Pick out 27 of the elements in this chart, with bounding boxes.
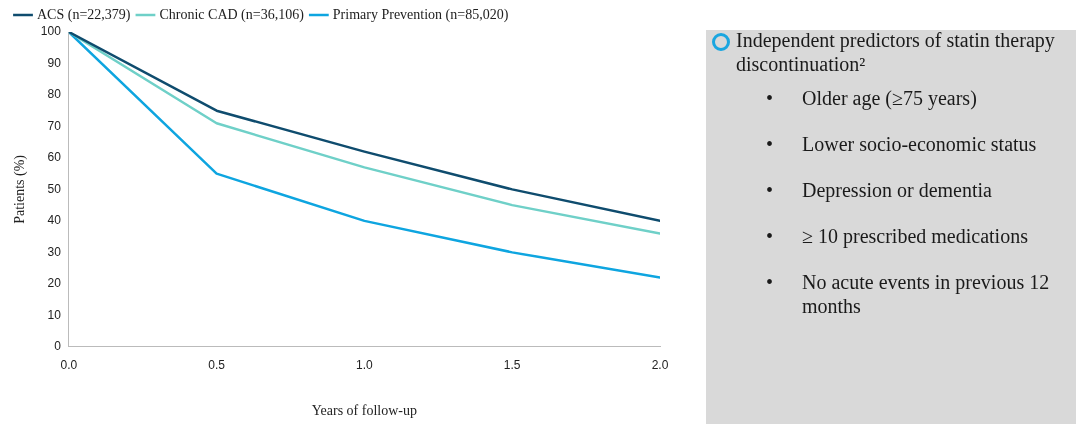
y-tick-label: 20	[47, 276, 62, 291]
y-tick-label: 70	[47, 118, 62, 133]
text: • Lower socio-economic status	[766, 133, 1037, 155]
x-tick-label: 0.0	[60, 358, 78, 373]
y-tick-label: 40	[47, 213, 62, 228]
text: • Older age (≥75 years)	[766, 87, 977, 109]
y-tick-label: 60	[47, 150, 62, 165]
text: Independent predictors of statin therapy discontinuation²	[736, 29, 1055, 75]
y-tick-label: 90	[47, 55, 62, 70]
text: • No acute events in previous 12 months	[766, 271, 1050, 317]
legend-label: ACS (n=22,379)	[37, 6, 131, 23]
x-tick-label: 1.5	[503, 358, 521, 373]
x-tick-label: 2.0	[651, 358, 669, 373]
x-tick-label: 0.5	[208, 358, 226, 373]
text: • ≥ 10 prescribed medications	[766, 225, 1028, 247]
legend-label: Chronic CAD (n=36,106)	[159, 6, 305, 23]
x-axis-title: Years of follow-up	[311, 403, 417, 419]
text: • Depression or dementia	[766, 179, 992, 201]
legend-label: Primary Prevention (n=85,020)	[332, 6, 509, 23]
y-tick-label: 0	[54, 339, 62, 354]
y-tick-label: 100	[40, 24, 62, 39]
y-axis-title: Patients (%)	[12, 154, 29, 224]
y-tick-label: 50	[47, 181, 62, 196]
y-tick-label: 80	[47, 87, 62, 102]
x-tick-label: 1.0	[356, 358, 374, 373]
y-tick-label: 10	[47, 307, 62, 322]
y-tick-label: 30	[47, 244, 62, 259]
